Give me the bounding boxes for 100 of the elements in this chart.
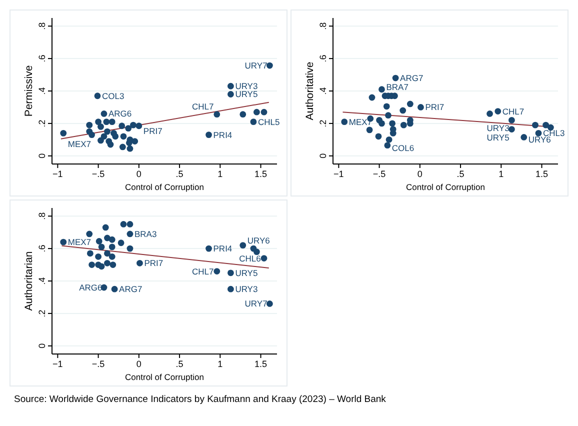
point [250, 118, 257, 126]
point [111, 286, 118, 292]
source-note: Source: Worldwide Governance Indicators by Kaufmann and Kraay (2023) – World Bank [14, 394, 386, 405]
annotation: ARG7 [119, 284, 142, 294]
point [384, 142, 391, 149]
annotation: URY3 [235, 284, 258, 294]
point [392, 74, 399, 82]
point [86, 122, 93, 128]
point [107, 141, 114, 148]
annotation: COL3 [102, 90, 124, 101]
point [400, 122, 407, 128]
annotation: PRI7 [144, 258, 164, 268]
x-tick-label: 1 [218, 359, 223, 369]
point [260, 255, 268, 262]
y-tick-label: .4 [318, 87, 328, 95]
y-tick-label: 0 [318, 153, 328, 158]
point [378, 120, 385, 127]
x-tick-label: 1 [498, 169, 504, 179]
x-tick-label: .5 [176, 359, 184, 369]
point [118, 240, 124, 246]
annotation: URY7 [244, 298, 268, 309]
x-tick-label: 1.5 [254, 169, 268, 179]
annotation: MEX7 [68, 139, 92, 150]
point [253, 108, 260, 116]
point [104, 260, 110, 266]
point [385, 112, 392, 119]
point [108, 253, 116, 260]
point [136, 260, 143, 266]
annotation: PRI4 [213, 244, 232, 254]
point [508, 117, 515, 124]
x-tick-label: −.5 [372, 169, 386, 179]
point [126, 221, 134, 228]
y-tick-label: .8 [318, 22, 328, 30]
y-tick-label: .2 [37, 310, 47, 318]
annotation: COL6 [392, 142, 414, 153]
y-axis-title: Permissive [23, 65, 35, 117]
point [206, 245, 212, 252]
point [386, 136, 392, 143]
point [253, 248, 260, 255]
annotation: URY5 [235, 268, 258, 278]
y-tick-label: 0 [37, 343, 47, 348]
point [110, 262, 116, 268]
x-tick-label: 1.5 [535, 169, 548, 179]
annotation: BRA7 [386, 82, 409, 92]
point [508, 126, 515, 132]
point [228, 286, 234, 292]
point [383, 103, 390, 110]
point [94, 92, 101, 100]
annotation: CHL6 [239, 253, 262, 264]
point [98, 244, 105, 250]
x-axis-title: Control of Corruption [125, 182, 204, 192]
point [126, 230, 134, 238]
point [214, 268, 220, 274]
point [102, 224, 109, 231]
point [88, 262, 95, 268]
point [98, 263, 105, 270]
x-tick-label: −1 [52, 169, 63, 179]
point [228, 82, 234, 90]
point [366, 126, 373, 134]
x-tick-label: 0 [417, 169, 422, 179]
point [108, 244, 116, 250]
annotation: CHL7 [192, 101, 214, 112]
point [98, 123, 104, 130]
point [120, 221, 127, 228]
point [95, 253, 102, 260]
annotation: MEX7 [68, 237, 92, 248]
point [98, 137, 104, 144]
point [260, 108, 268, 116]
point [494, 108, 502, 114]
annotation: CHL7 [192, 266, 214, 276]
point [130, 122, 136, 128]
point [104, 250, 110, 257]
annotation: ARG7 [400, 73, 424, 84]
point [406, 100, 414, 108]
y-tick-label: .4 [37, 87, 47, 95]
y-tick-label: .4 [37, 277, 47, 285]
y-tick-label: .6 [318, 54, 328, 62]
point [60, 238, 67, 246]
point [206, 132, 212, 138]
x-tick-label: .5 [456, 169, 464, 179]
y-axis-title: Authoritative [304, 62, 316, 120]
point [240, 242, 246, 249]
x-tick-label: 1.5 [254, 359, 268, 369]
point [214, 111, 220, 118]
y-tick-label: .6 [37, 54, 47, 62]
y-tick-label: 0 [37, 153, 47, 158]
annotation: BRA3 [134, 228, 157, 239]
point [108, 236, 116, 243]
point [108, 118, 116, 126]
point [126, 145, 134, 152]
point [103, 118, 110, 126]
point [125, 125, 132, 132]
point [378, 86, 385, 93]
point [100, 110, 108, 117]
point [532, 122, 538, 128]
annotation: PRI4 [213, 130, 232, 140]
point [542, 122, 550, 128]
point [520, 134, 528, 140]
x-tick-label: 1 [218, 169, 223, 179]
point [88, 132, 95, 138]
